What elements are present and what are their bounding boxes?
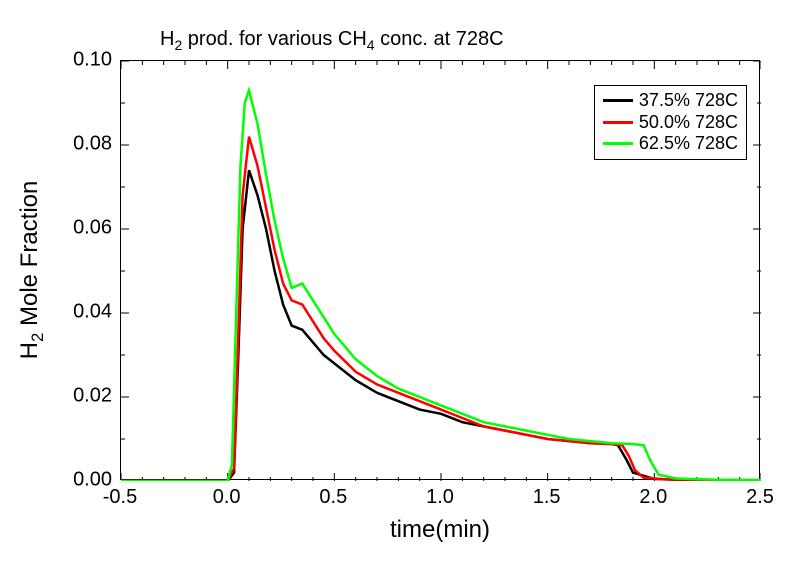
x-tick-label: 1.0	[426, 486, 454, 509]
series-line	[121, 170, 761, 481]
legend-swatch	[603, 99, 633, 102]
x-tick-label: 1.5	[533, 486, 561, 509]
legend-label: 50.0% 728C	[639, 112, 738, 134]
legend-label: 37.5% 728C	[639, 90, 738, 112]
y-axis-label: H2 Mole Fraction	[16, 181, 48, 360]
series-line	[121, 137, 761, 481]
x-axis-label: time(min)	[390, 516, 490, 544]
x-tick-label: 2.5	[746, 486, 774, 509]
x-tick-label: 0.5	[319, 486, 347, 509]
y-tick-label: 0.08	[73, 133, 112, 156]
legend-swatch	[603, 142, 633, 145]
legend: 37.5% 728C50.0% 728C62.5% 728C	[594, 85, 747, 160]
legend-item: 50.0% 728C	[603, 112, 738, 134]
legend-label: 62.5% 728C	[639, 133, 738, 155]
y-tick-label: 0.02	[73, 385, 112, 408]
x-tick-label: 0.0	[213, 486, 241, 509]
chart-title: H2 prod. for various CH4 conc. at 728C	[160, 28, 504, 53]
x-tick-label: 2.0	[639, 486, 667, 509]
y-tick-label: 0.04	[73, 301, 112, 324]
legend-swatch	[603, 121, 633, 124]
y-tick-label: 0.00	[73, 469, 112, 492]
legend-item: 62.5% 728C	[603, 133, 738, 155]
y-tick-label: 0.10	[73, 49, 112, 72]
chart-container: H2 prod. for various CH4 conc. at 728C t…	[0, 0, 807, 572]
legend-item: 37.5% 728C	[603, 90, 738, 112]
y-tick-label: 0.06	[73, 217, 112, 240]
